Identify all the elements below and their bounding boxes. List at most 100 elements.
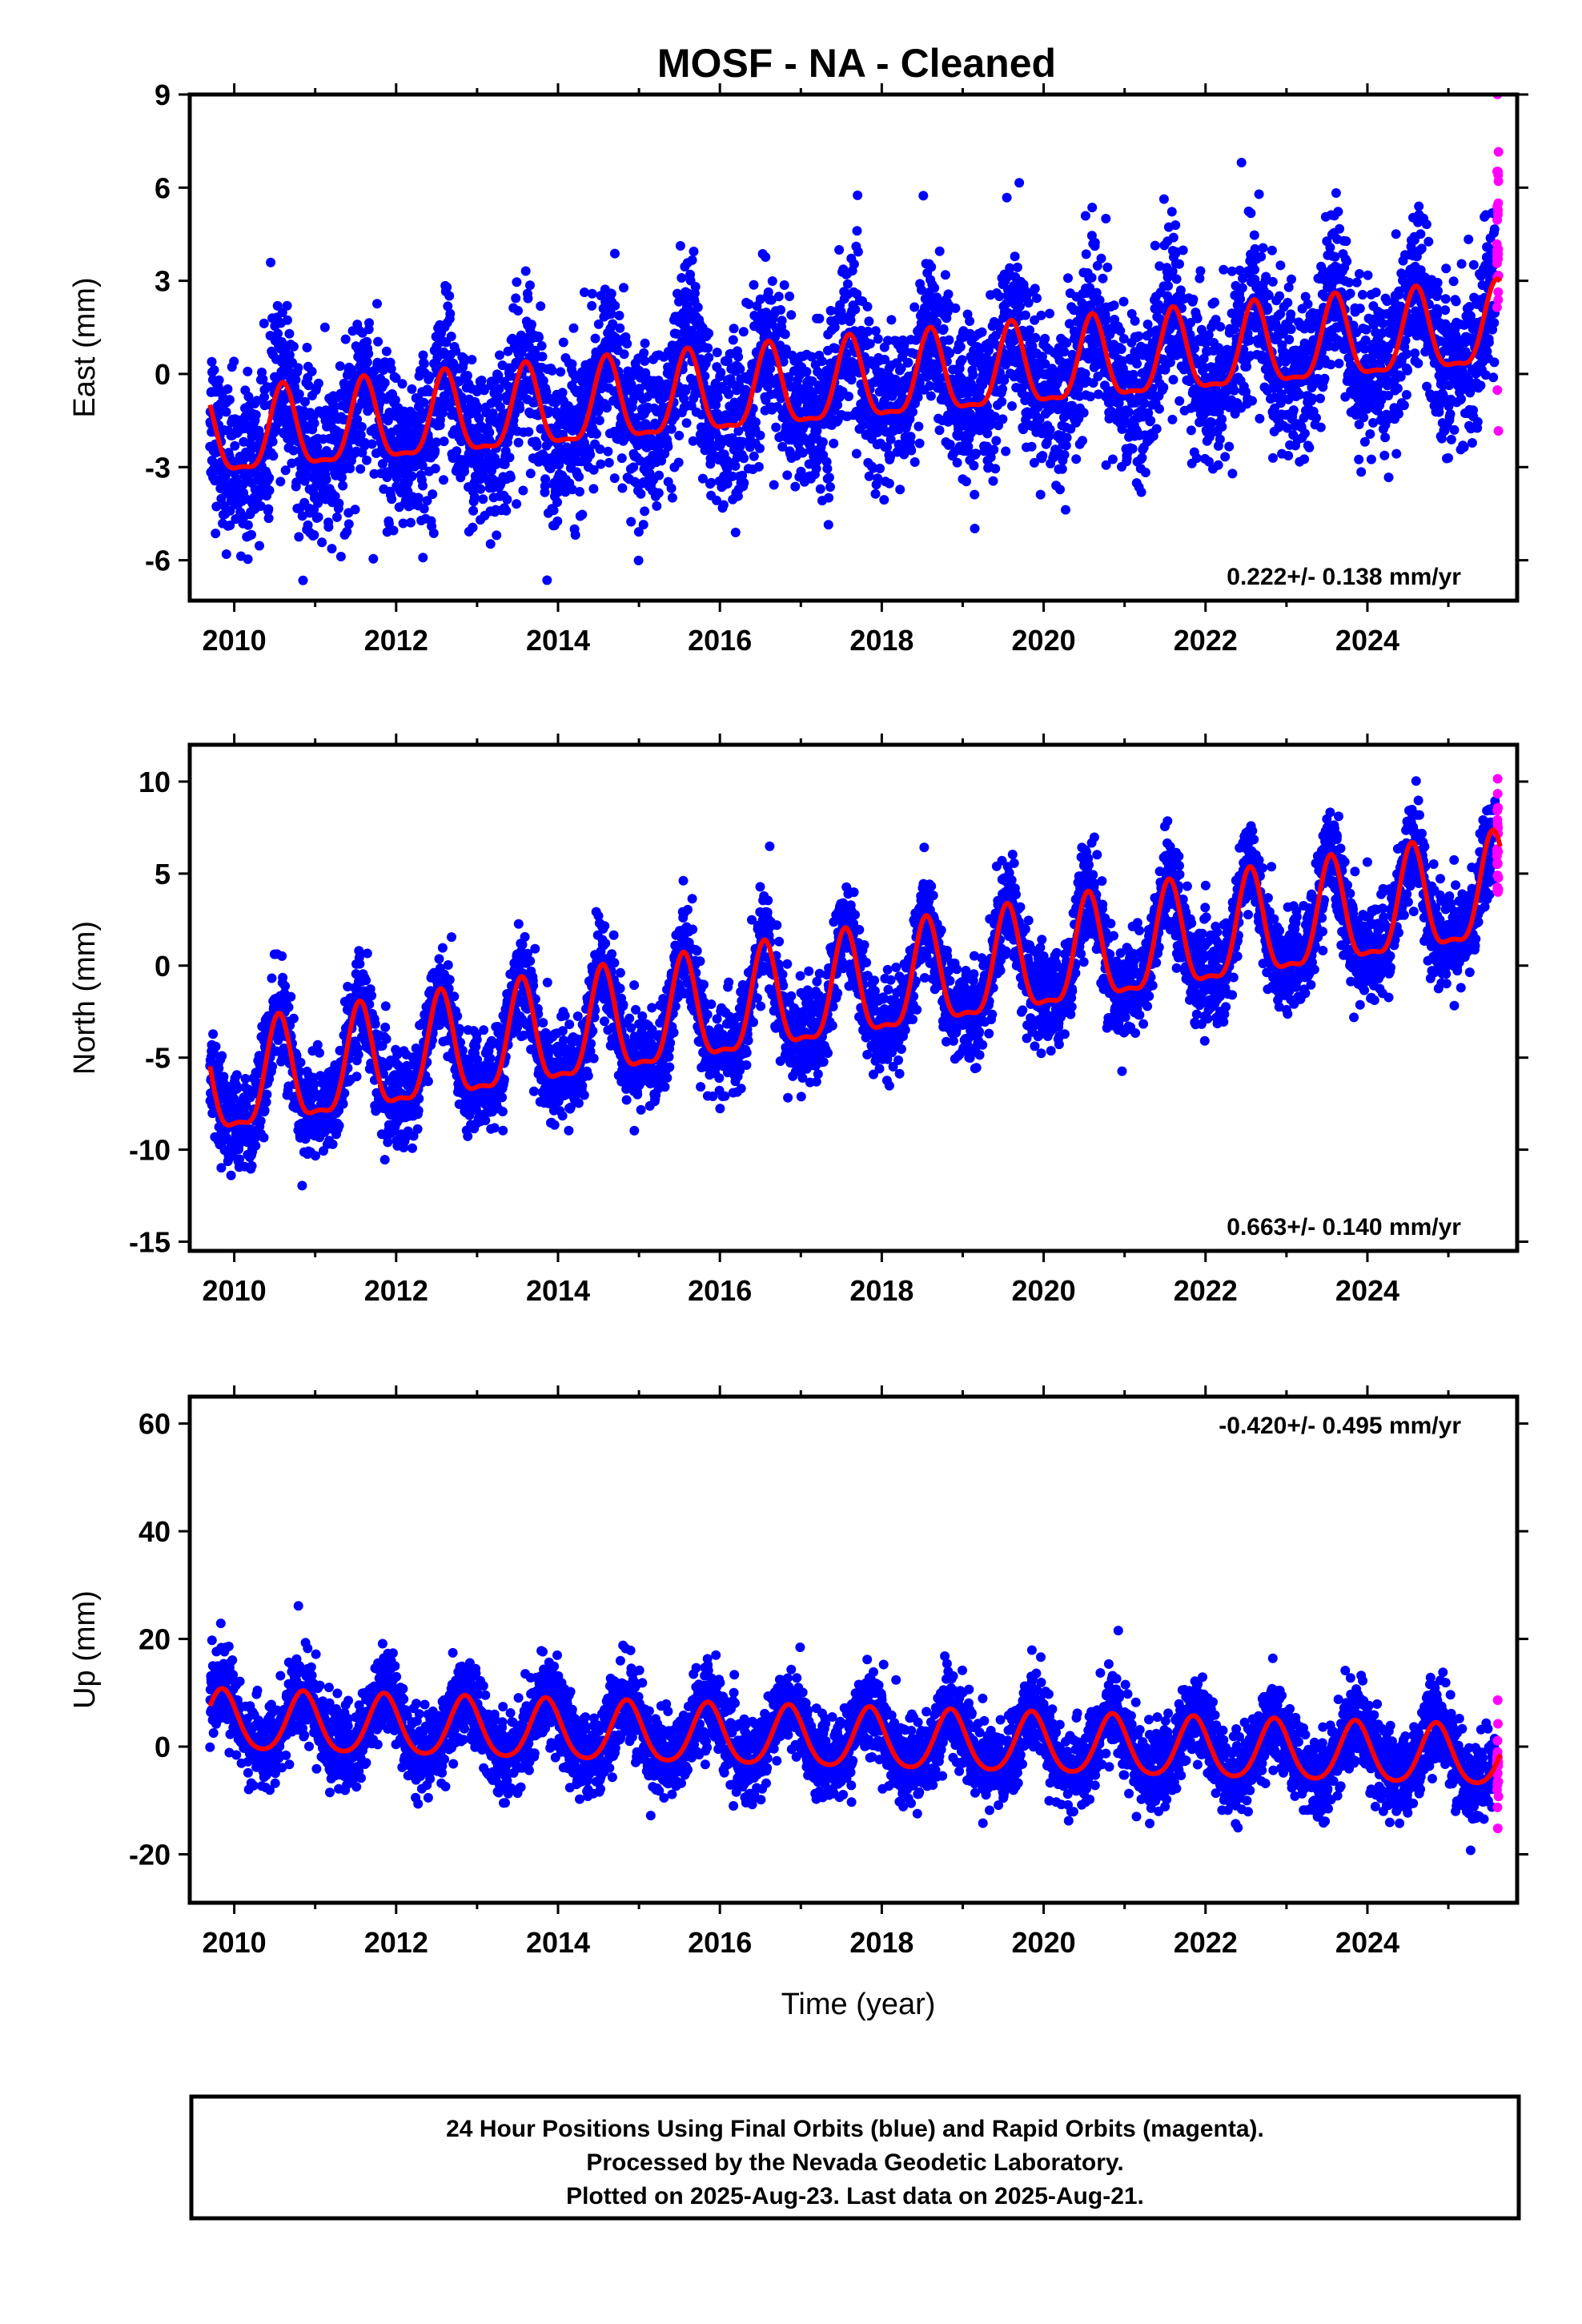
east-final-orbit-point — [1081, 249, 1091, 259]
east-final-orbit-point — [512, 277, 522, 287]
east-final-orbit-point — [350, 505, 360, 515]
east-final-orbit-point — [1040, 333, 1050, 344]
east-final-orbit-point — [373, 336, 383, 347]
east-final-orbit-point — [738, 327, 749, 337]
east-final-orbit-point — [1007, 401, 1017, 411]
east-final-orbit-point — [666, 424, 677, 434]
east-final-orbit-point — [905, 432, 916, 442]
east-final-orbit-point — [753, 461, 764, 472]
east-final-orbit-point — [327, 544, 337, 554]
east-final-orbit-point — [730, 527, 741, 537]
east-final-orbit-point — [540, 481, 550, 491]
east-final-orbit-point — [1392, 384, 1403, 393]
east-final-orbit-point — [1391, 229, 1401, 239]
east-final-orbit-point — [1415, 229, 1426, 239]
east-final-orbit-point — [1118, 296, 1129, 307]
east-final-orbit-point — [1319, 373, 1330, 384]
east-final-orbit-point — [467, 355, 477, 365]
east-final-orbit-point — [1334, 358, 1344, 368]
east-final-orbit-point — [849, 259, 859, 269]
east-final-orbit-point — [209, 365, 219, 375]
east-final-orbit-point — [1401, 390, 1411, 400]
east-final-orbit-point — [1210, 297, 1219, 308]
east-final-orbit-point — [1134, 331, 1144, 341]
east-final-orbit-point — [825, 482, 835, 493]
east-final-orbit-point — [1333, 207, 1343, 217]
east-final-orbit-point — [1286, 309, 1296, 320]
east-final-orbit-point — [971, 448, 982, 459]
east-final-orbit-point — [675, 241, 685, 251]
east-final-orbit-point — [288, 341, 299, 352]
east-final-orbit-point — [913, 421, 924, 432]
east-final-orbit-point — [294, 532, 304, 542]
east-final-orbit-point — [501, 505, 512, 516]
east-final-orbit-point — [1254, 189, 1264, 199]
east-final-orbit-point — [587, 288, 597, 299]
east-final-orbit-point — [998, 414, 1008, 424]
east-final-orbit-point — [1275, 291, 1285, 301]
east-final-orbit-point — [329, 402, 339, 412]
east-final-orbit-point — [926, 262, 937, 272]
east-final-orbit-point — [1059, 347, 1070, 357]
east-final-orbit-point — [739, 478, 749, 488]
east-final-orbit-point — [513, 437, 524, 448]
east-final-orbit-point — [1154, 404, 1164, 414]
east-final-orbit-point — [307, 366, 317, 376]
east-final-orbit-point — [906, 445, 917, 456]
east-final-orbit-point — [938, 324, 949, 334]
east-final-orbit-point — [1345, 288, 1355, 299]
east-final-orbit-point — [230, 440, 240, 451]
east-final-orbit-point — [604, 457, 614, 468]
east-final-orbit-point — [824, 472, 834, 483]
east-final-orbit-point — [739, 453, 749, 464]
east-final-orbit-point — [1101, 214, 1111, 223]
east-final-orbit-point — [853, 190, 863, 200]
east-final-orbit-point — [271, 424, 281, 435]
east-final-orbit-point — [801, 367, 812, 377]
east-final-orbit-point — [252, 396, 262, 406]
east-final-orbit-point — [622, 339, 632, 349]
east-final-orbit-point — [390, 395, 400, 405]
east-final-orbit-point — [418, 480, 428, 491]
east-final-orbit-point — [334, 498, 344, 509]
east-final-orbit-point — [1268, 452, 1278, 463]
east-final-orbit-point — [1030, 332, 1041, 343]
east-final-orbit-point — [460, 466, 469, 476]
east-final-orbit-point — [934, 425, 945, 436]
east-final-orbit-point — [930, 283, 940, 293]
east-final-orbit-point — [1168, 232, 1178, 243]
east-final-orbit-point — [988, 476, 998, 486]
east-final-orbit-point — [570, 530, 580, 540]
east-final-orbit-point — [368, 553, 379, 564]
east-final-orbit-point — [1250, 264, 1260, 275]
east-final-orbit-point — [1191, 453, 1202, 464]
east-final-orbit-point — [989, 444, 999, 455]
east-final-orbit-point — [313, 378, 323, 388]
east-final-orbit-point — [323, 522, 334, 532]
east-final-orbit-point — [1071, 454, 1082, 464]
east-final-orbit-point — [504, 452, 515, 463]
east-final-orbit-point — [554, 460, 564, 470]
east-final-orbit-point — [536, 424, 546, 434]
east-final-orbit-point — [413, 493, 424, 503]
east-final-orbit-point — [790, 481, 801, 492]
east-final-orbit-point — [689, 247, 699, 256]
east-final-orbit-point — [495, 402, 505, 412]
east-final-orbit-point — [1163, 281, 1174, 291]
east-final-orbit-point — [814, 313, 825, 324]
east-final-orbit-point — [955, 342, 966, 352]
east-final-orbit-point — [1123, 407, 1134, 417]
east-final-orbit-point — [547, 365, 557, 376]
east-final-orbit-point — [1326, 360, 1336, 370]
east-final-orbit-point — [903, 357, 913, 368]
east-final-orbit-point — [713, 392, 723, 403]
east-final-orbit-point — [1227, 468, 1238, 479]
east-final-orbit-point — [534, 332, 544, 343]
east-final-orbit-point — [610, 248, 620, 259]
east-final-orbit-point — [653, 488, 664, 498]
east-final-orbit-point — [1175, 285, 1186, 296]
east-final-orbit-point — [733, 352, 744, 362]
east-final-orbit-point — [407, 471, 417, 481]
east-final-orbit-point — [575, 487, 584, 497]
east-final-orbit-point — [817, 356, 827, 366]
